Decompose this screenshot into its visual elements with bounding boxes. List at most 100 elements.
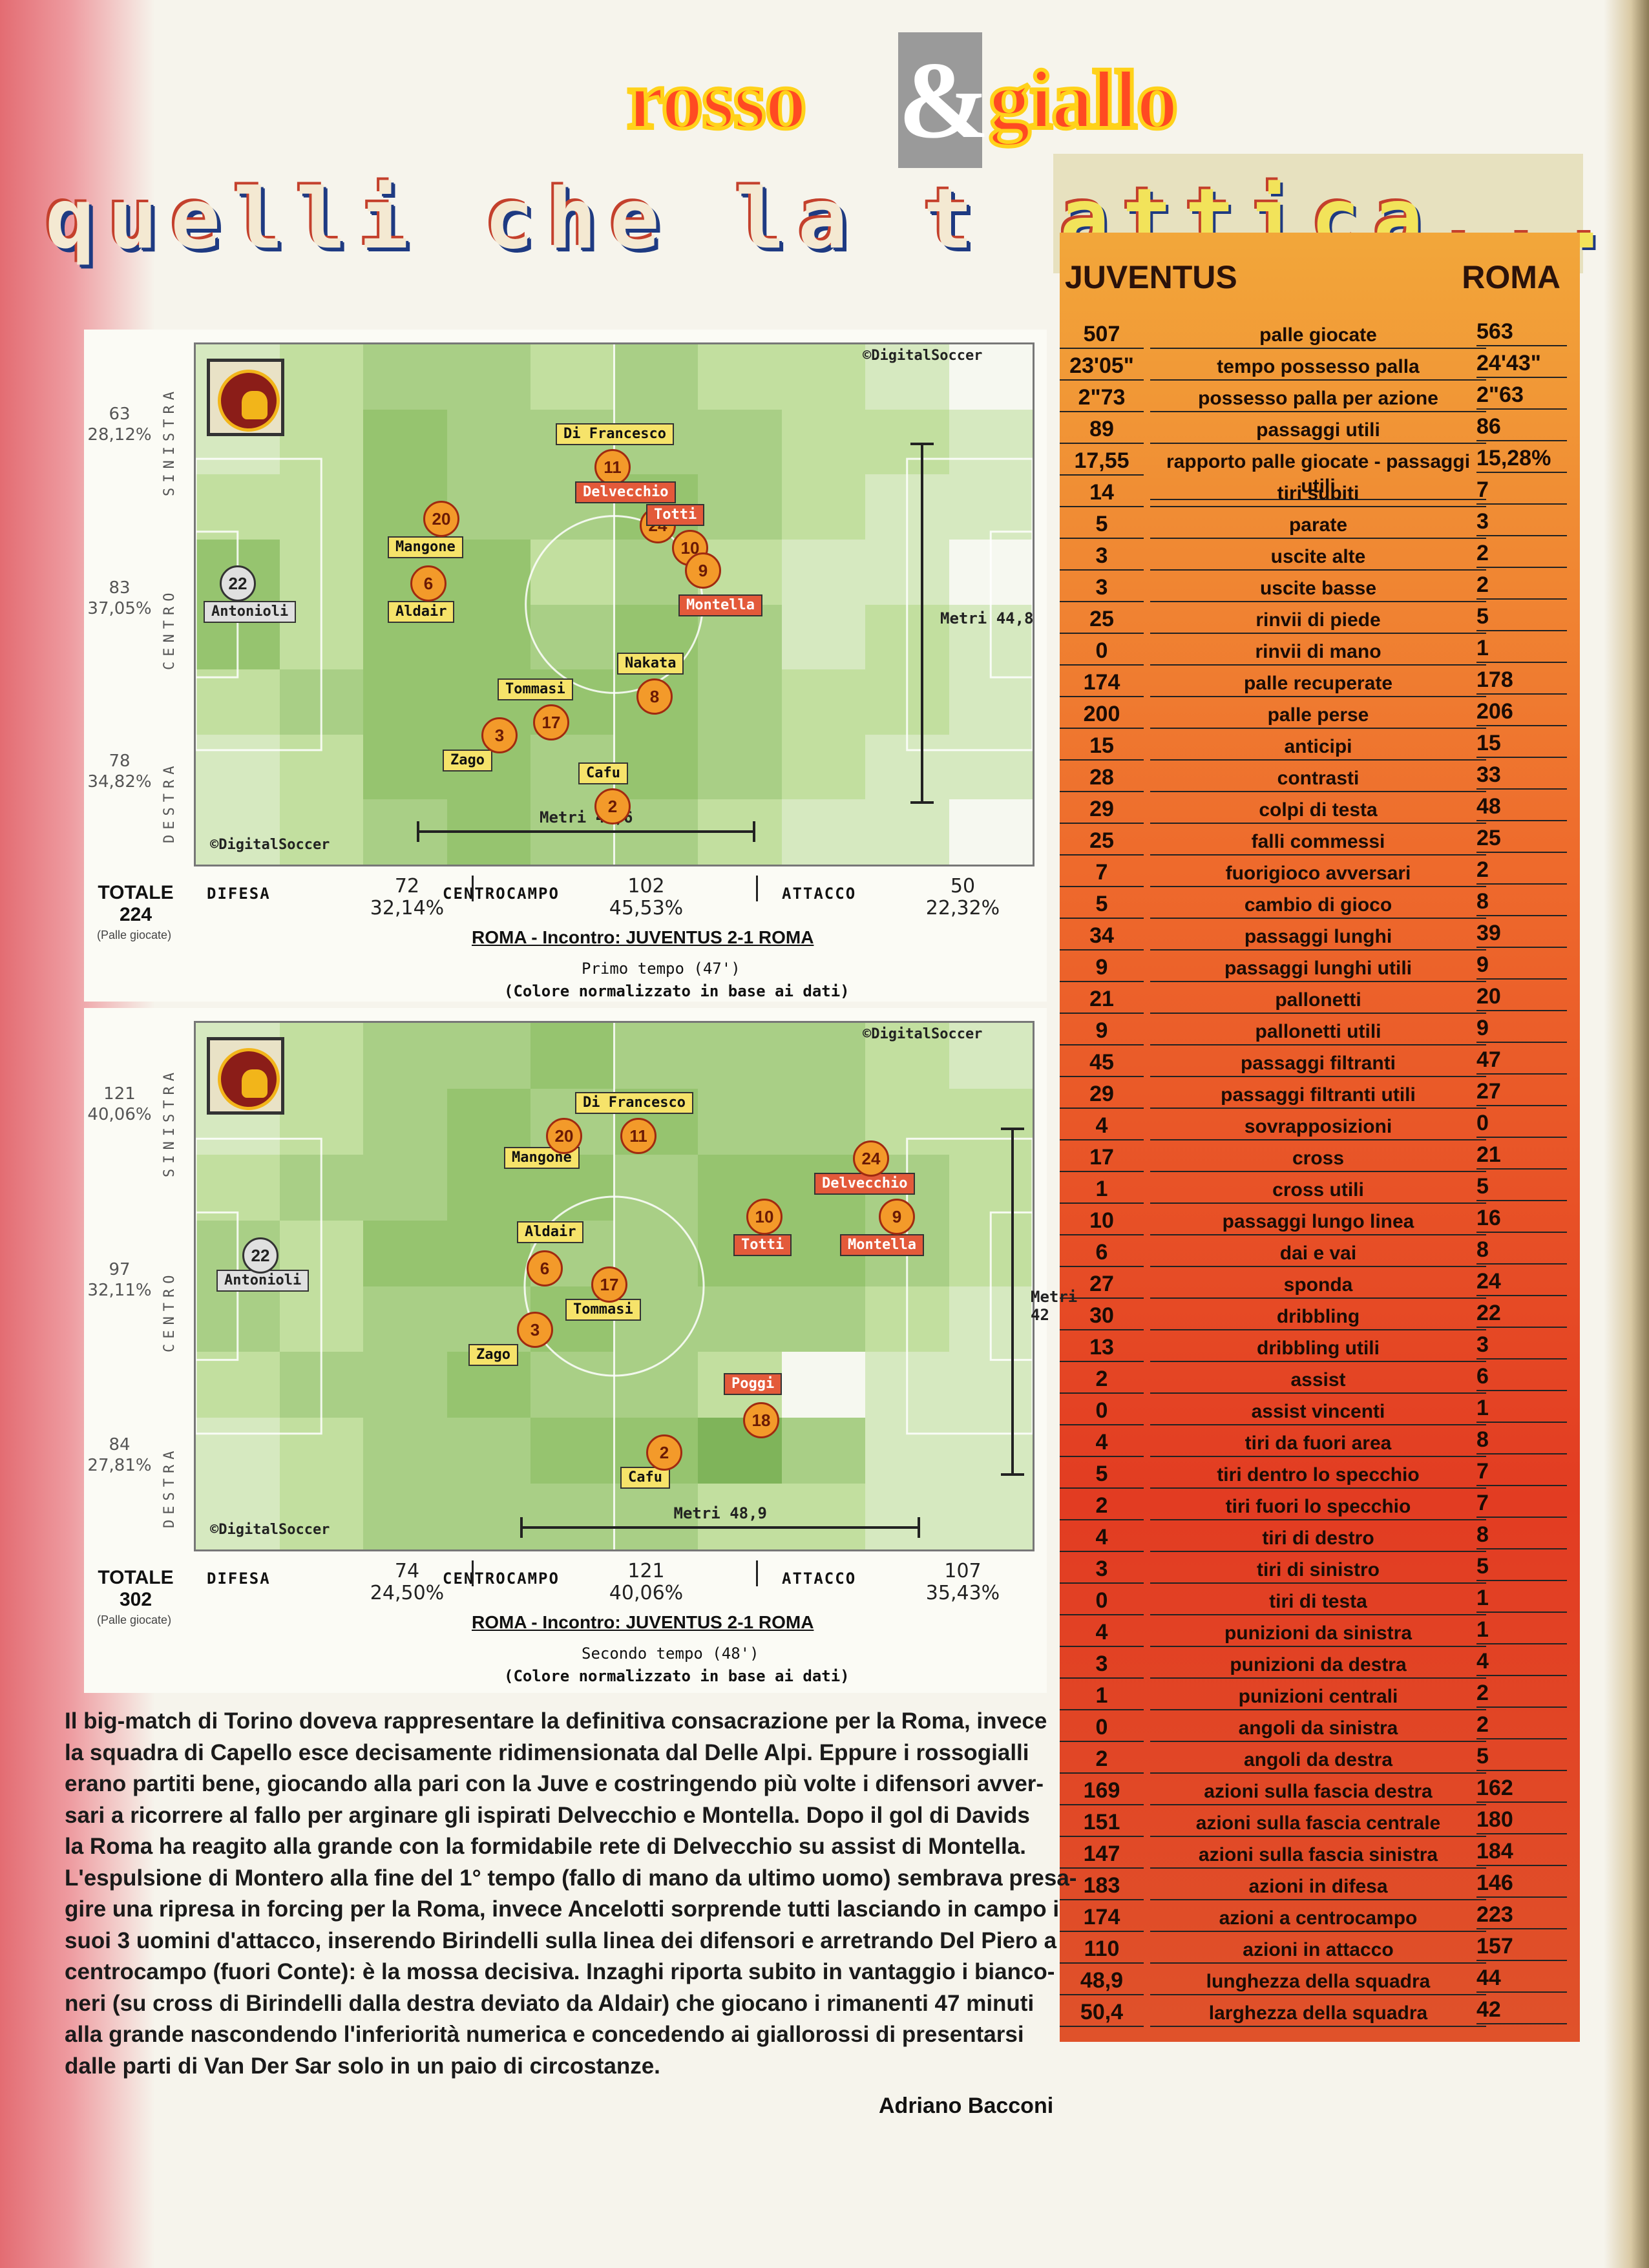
juventus-value: 48,9 bbox=[1060, 1967, 1144, 1995]
side-zone-percent: 32,11% bbox=[87, 1280, 152, 1300]
stats-row: 7 fuorigioco avversari 2 bbox=[1060, 856, 1580, 888]
article-line: gire una ripresa in forcing per la Roma,… bbox=[65, 1896, 1060, 1922]
team-a-name: JUVENTUS bbox=[1065, 259, 1237, 295]
player-name-tag: Zago bbox=[468, 1344, 518, 1366]
stat-label: tiri di destro bbox=[1150, 1526, 1486, 1552]
roma-value: 8 bbox=[1476, 1236, 1567, 1265]
stat-label: palle perse bbox=[1150, 703, 1486, 729]
heat-cell bbox=[530, 1418, 615, 1485]
heat-cell bbox=[781, 799, 866, 865]
watermark-bottom: ©DigitalSoccer bbox=[210, 837, 330, 853]
stats-row: 4 tiri da fuori area 8 bbox=[1060, 1426, 1580, 1458]
team-width-label: Metri 48,9 bbox=[673, 1504, 768, 1522]
heat-cell bbox=[196, 1418, 280, 1485]
side-zone-count: 83 bbox=[109, 578, 131, 598]
stats-row: 34 passaggi lunghi 39 bbox=[1060, 919, 1580, 951]
player-number-badge: 20 bbox=[423, 501, 459, 537]
stat-label: cambio di gioco bbox=[1150, 893, 1486, 919]
heat-cell bbox=[446, 1088, 531, 1155]
heat-cell bbox=[196, 1484, 280, 1549]
stat-label: azioni sulla fascia centrale bbox=[1150, 1811, 1486, 1837]
right-penalty-box bbox=[906, 1137, 1033, 1435]
roma-value: 42 bbox=[1476, 1996, 1567, 2024]
juventus-value: 3 bbox=[1060, 542, 1144, 571]
stats-table: JUVENTUS ROMA 507 palle giocate 563 23'05" t… bbox=[1060, 233, 1580, 2042]
stat-label: dribbling bbox=[1150, 1305, 1486, 1330]
juventus-value: 6 bbox=[1060, 1239, 1144, 1267]
juventus-value: 9 bbox=[1060, 954, 1144, 982]
roma-value: 39 bbox=[1476, 919, 1567, 948]
stat-label: tempo possesso palla bbox=[1150, 355, 1486, 381]
heat-cell bbox=[196, 1154, 280, 1221]
roma-value: 24'43" bbox=[1476, 350, 1567, 378]
stat-label: uscite basse bbox=[1150, 576, 1486, 602]
roma-value: 9 bbox=[1476, 951, 1567, 980]
stats-row: 174 palle recuperate 178 bbox=[1060, 666, 1580, 698]
heat-cell bbox=[614, 734, 698, 801]
heat-cell bbox=[446, 409, 531, 476]
color-note: (Colore normalizzato in base ai dati) bbox=[504, 1667, 850, 1685]
team-length-bar bbox=[921, 443, 923, 801]
stat-label: tiri da fuori area bbox=[1150, 1431, 1486, 1457]
side-zone-label: CENTRO bbox=[162, 587, 178, 670]
roma-value: 47 bbox=[1476, 1046, 1567, 1075]
watermark-bottom: ©DigitalSoccer bbox=[210, 1522, 330, 1538]
roma-value: 7 bbox=[1476, 476, 1567, 505]
side-zone-count: 121 bbox=[103, 1084, 136, 1104]
juventus-value: 2 bbox=[1060, 1365, 1144, 1394]
stat-label: pallonetti utili bbox=[1150, 1020, 1486, 1045]
juventus-value: 2 bbox=[1060, 1745, 1144, 1774]
player-number-badge: 3 bbox=[481, 717, 518, 753]
stats-row: 2 angoli da destra 5 bbox=[1060, 1743, 1580, 1774]
roma-value: 86 bbox=[1476, 413, 1567, 441]
zone-divider bbox=[472, 876, 474, 901]
article-line: L'espulsione di Montero alla fine del 1°… bbox=[65, 1865, 1077, 1891]
juventus-value: 147 bbox=[1060, 1840, 1144, 1869]
stats-row: 30 dribbling 22 bbox=[1060, 1299, 1580, 1331]
player-name-tag: Totti bbox=[733, 1234, 792, 1256]
as-roma-crest-icon bbox=[207, 359, 284, 436]
page-binding-edge bbox=[1604, 0, 1649, 2268]
player-name-tag: Aldair bbox=[388, 601, 455, 623]
stats-header: JUVENTUS ROMA bbox=[1060, 258, 1580, 297]
stats-row: 169 azioni sulla fascia destra 162 bbox=[1060, 1774, 1580, 1806]
juventus-value: 17,55 bbox=[1060, 447, 1144, 476]
color-note: (Colore normalizzato in base ai dati) bbox=[504, 982, 850, 1000]
player-number-badge: 17 bbox=[533, 704, 569, 740]
juventus-value: 1 bbox=[1060, 1682, 1144, 1710]
stat-label: tiri subiti bbox=[1150, 481, 1486, 507]
zone-percent: 40,06% bbox=[609, 1582, 684, 1604]
heat-cell bbox=[446, 604, 531, 671]
roma-value: 48 bbox=[1476, 793, 1567, 821]
heat-cell bbox=[614, 1484, 698, 1549]
zone-count: 102 bbox=[627, 875, 665, 898]
stats-row: 10 passaggi lungo linea 16 bbox=[1060, 1204, 1580, 1236]
juventus-value: 4 bbox=[1060, 1524, 1144, 1552]
roma-value: 563 bbox=[1476, 318, 1567, 346]
heat-cell bbox=[781, 1023, 866, 1089]
stats-row: 21 pallonetti 20 bbox=[1060, 983, 1580, 1014]
juventus-value: 0 bbox=[1060, 1714, 1144, 1742]
roma-value: 44 bbox=[1476, 1964, 1567, 1993]
crest-ring bbox=[218, 370, 280, 432]
heat-cell bbox=[781, 409, 866, 476]
stat-label: palle giocate bbox=[1150, 323, 1486, 349]
stat-label: tiri di sinistro bbox=[1150, 1558, 1486, 1584]
roma-value: 33 bbox=[1476, 761, 1567, 790]
roma-value: 7 bbox=[1476, 1489, 1567, 1518]
zone-name: ATTACCO bbox=[782, 885, 857, 903]
player-name-tag: Aldair bbox=[517, 1221, 584, 1243]
stats-row: 28 contrasti 33 bbox=[1060, 761, 1580, 793]
stats-row: 0 rinvii di mano 1 bbox=[1060, 635, 1580, 666]
player-number-badge: 9 bbox=[879, 1199, 915, 1235]
stats-row: 45 passaggi filtranti 47 bbox=[1060, 1046, 1580, 1078]
player-name-tag: Tommasi bbox=[498, 678, 573, 700]
stat-label: dribbling utili bbox=[1150, 1336, 1486, 1362]
stat-label: possesso palla per azione bbox=[1150, 386, 1486, 412]
stat-label: passaggi utili bbox=[1150, 418, 1486, 444]
juventus-value: 151 bbox=[1060, 1809, 1144, 1837]
player-number-badge: 11 bbox=[594, 449, 631, 485]
heat-cell bbox=[781, 539, 866, 605]
juventus-value: 3 bbox=[1060, 1650, 1144, 1679]
heat-cell bbox=[698, 1088, 782, 1155]
